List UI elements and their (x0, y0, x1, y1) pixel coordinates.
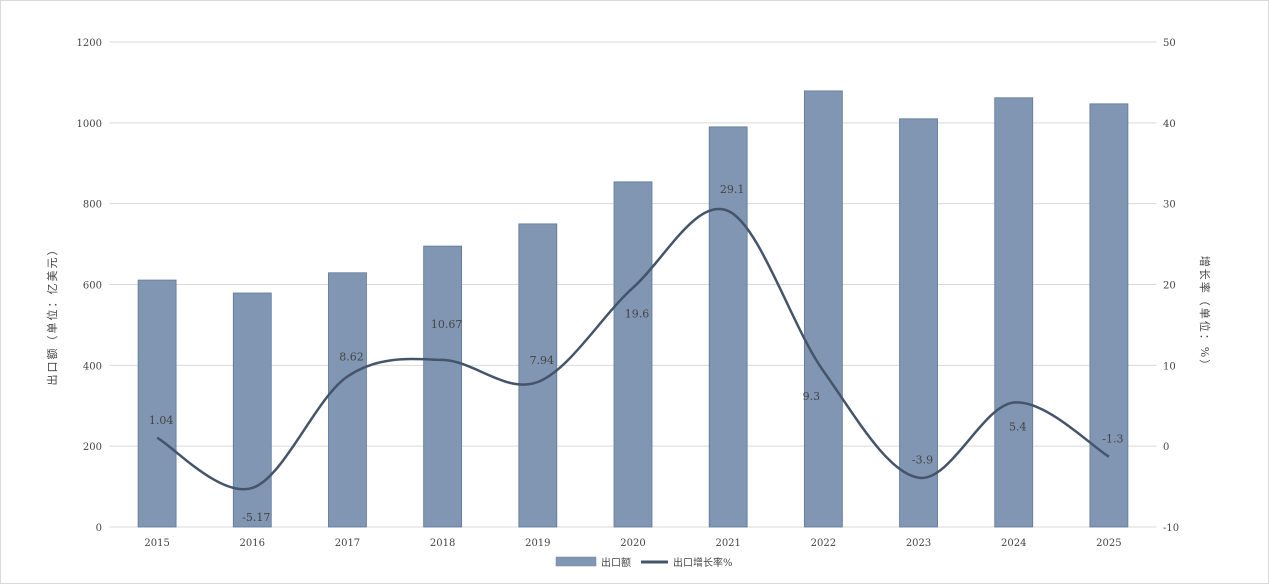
data-label: 5.4 (1009, 421, 1027, 434)
y2-tick-label: 0 (1163, 442, 1169, 453)
data-labels: 1.04 -5.17 8.62 10.67 7.94 19.6 29.1 9.3 -3.9 5.4… (149, 183, 1124, 524)
bar (232, 292, 272, 528)
x-tick-label: 2017 (335, 538, 360, 549)
legend-swatch-bar (555, 556, 597, 567)
bar (899, 118, 938, 528)
data-label: 29.1 (720, 183, 745, 196)
y2-tick-label: 10 (1163, 361, 1176, 372)
axes: 0 200 400 600 800 1000 1200 -10 0 10 20 30 40 50 2015 2… (77, 38, 1180, 549)
x-tick-label: 2021 (715, 538, 740, 549)
data-label: 7.94 (530, 354, 555, 367)
data-label: -5.17 (242, 511, 270, 524)
x-tick-label: 2018 (430, 538, 455, 549)
y2-tick-label: 20 (1163, 281, 1176, 292)
bar (708, 126, 748, 528)
data-label: 8.62 (339, 350, 364, 363)
legend-label-line: 出口增长率% (673, 556, 733, 569)
y-tick-label: 200 (83, 442, 102, 453)
bar (328, 272, 367, 528)
y-tick-label: 0 (96, 523, 102, 534)
y-axis-label: 出口额（单位：亿美元） (45, 243, 59, 386)
y-tick-label: 400 (83, 361, 102, 372)
bar (613, 181, 653, 528)
bar-series (137, 90, 1129, 528)
bar (803, 90, 843, 528)
x-tick-label: 2020 (620, 538, 645, 549)
legend: 出口额 出口增长率% (555, 556, 733, 569)
data-label: 9.3 (803, 390, 821, 403)
growth-line (156, 207, 1110, 491)
x-tick-label: 2025 (1096, 538, 1121, 549)
bar (994, 97, 1034, 528)
x-tick-label: 2016 (240, 538, 265, 549)
data-label: -1.3 (1102, 433, 1123, 446)
x-tick-label: 2015 (144, 538, 169, 549)
y-tick-label: 1000 (77, 119, 102, 130)
y2-tick-label: -10 (1163, 523, 1179, 534)
x-tick-label: 2024 (1001, 538, 1026, 549)
data-label: 19.6 (625, 308, 650, 321)
y2-tick-label: 50 (1163, 38, 1176, 49)
y-tick-label: 600 (83, 281, 102, 292)
x-tick-label: 2019 (525, 538, 550, 549)
y-tick-label: 1200 (77, 38, 102, 49)
y-tick-label: 800 (83, 200, 102, 211)
legend-label-bar: 出口额 (601, 556, 631, 569)
data-label: -3.9 (912, 454, 933, 467)
x-tick-label: 2023 (906, 538, 931, 549)
bar (423, 245, 463, 528)
line-series (156, 207, 1110, 491)
y2-tick-label: 40 (1163, 119, 1176, 130)
data-label: 10.67 (431, 318, 463, 331)
x-tick-label: 2022 (811, 538, 836, 549)
y2-tick-label: 30 (1163, 200, 1176, 211)
data-label: 1.04 (149, 414, 174, 427)
y2-axis-label: 增长率（单位：%） (1198, 256, 1212, 372)
bar (137, 279, 177, 528)
bar (1089, 103, 1129, 528)
